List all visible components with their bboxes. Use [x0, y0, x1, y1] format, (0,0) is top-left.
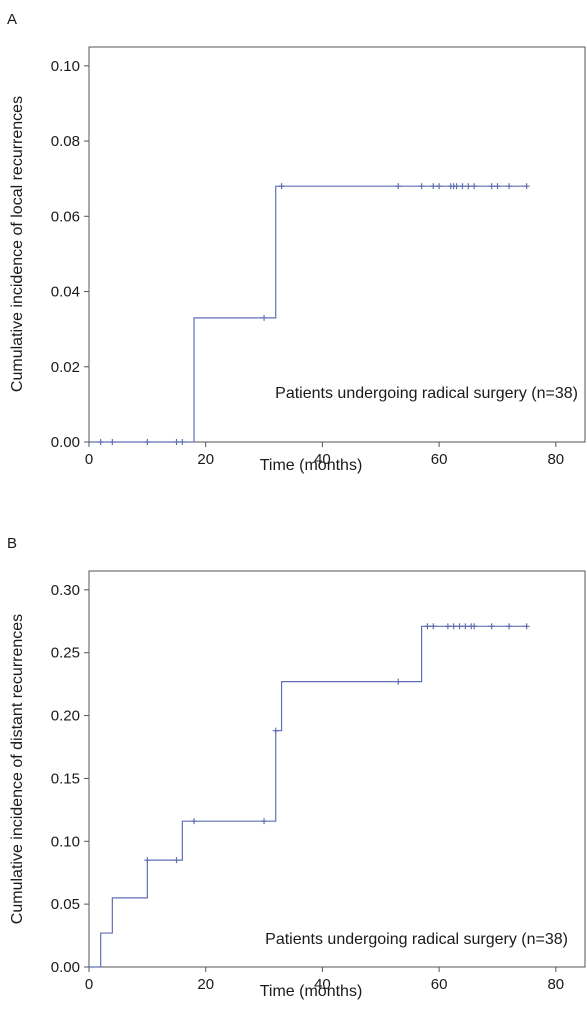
- censor-mark: [97, 439, 104, 445]
- step-line-b: [89, 625, 527, 968]
- series-a: [89, 183, 530, 445]
- y-tick-label: 0.02: [51, 359, 80, 376]
- y-tick-label: 0.05: [51, 896, 80, 913]
- x-tick-label: 40: [314, 976, 331, 993]
- censor-mark: [191, 818, 198, 825]
- censor-mark: [459, 183, 466, 190]
- panel-a: A 0.00 0.02 0.04 0.06 0.08 0.10 0 20 40 60 80 Cum…: [7, 11, 586, 474]
- censor-mark: [436, 183, 443, 190]
- censor-mark: [395, 678, 402, 685]
- x-tick-label: 0: [85, 976, 93, 993]
- censor-mark: [395, 183, 402, 190]
- y-tick-label: 0.06: [51, 208, 80, 225]
- y-tick-label: 0.08: [51, 133, 80, 150]
- x-axis-a: 0 20 40 60 80: [85, 442, 564, 468]
- panel-letter-b: B: [7, 535, 17, 552]
- censor-mark: [278, 183, 285, 190]
- censor-mark: [179, 439, 186, 445]
- censor-mark: [430, 623, 437, 630]
- y-axis-b: 0.00 0.05 0.10 0.15 0.20 0.25 0.30: [51, 582, 89, 976]
- x-tick-label: 20: [197, 976, 214, 993]
- censor-mark: [494, 183, 501, 190]
- censor-mark: [465, 183, 472, 190]
- censor-mark: [424, 623, 431, 630]
- panel-letter-a: A: [7, 11, 17, 28]
- censor-mark: [523, 623, 530, 630]
- y-axis-title-b: Cumulative incidence of distant recurren…: [9, 614, 26, 924]
- y-axis-title-a: Cumulative incidence of local recurrence…: [9, 96, 26, 392]
- y-tick-label: 0.10: [51, 833, 80, 850]
- censor-mark: [462, 623, 469, 630]
- censor-mark: [471, 183, 478, 190]
- x-tick-label: 60: [431, 976, 448, 993]
- censor-mark: [456, 623, 463, 630]
- x-axis-b: 0 20 40 60 80: [85, 967, 564, 993]
- censor-mark: [173, 857, 180, 864]
- censor-mark: [418, 183, 425, 190]
- censor-mark: [453, 183, 460, 190]
- x-tick-label: 60: [431, 451, 448, 468]
- y-tick-label: 0.10: [51, 58, 80, 75]
- censor-mark: [430, 183, 437, 190]
- censor-mark: [444, 623, 451, 630]
- censor-mark: [506, 623, 513, 630]
- y-tick-label: 0.00: [51, 959, 80, 976]
- y-tick-label: 0.30: [51, 582, 80, 599]
- plot-frame-a: [88, 46, 586, 443]
- x-tick-label: 80: [547, 451, 564, 468]
- annotation-b: Patients undergoing radical surgery (n=3…: [265, 931, 568, 948]
- panel-b: B 0.00 0.05 0.10 0.15 0.20 0.25 0.30 0 20 40 60 80…: [7, 535, 586, 1000]
- x-tick-label: 0: [85, 451, 93, 468]
- censor-mark: [272, 727, 279, 734]
- censor-mark: [506, 183, 513, 190]
- y-tick-label: 0.00: [51, 434, 80, 451]
- y-tick-label: 0.25: [51, 645, 80, 662]
- censor-mark: [144, 857, 151, 864]
- x-axis-title-b: Time (months): [260, 983, 363, 1000]
- censor-mark: [450, 623, 457, 630]
- x-tick-label: 80: [547, 976, 564, 993]
- censor-mark: [471, 623, 478, 630]
- x-axis-title-a: Time (months): [260, 457, 363, 474]
- censor-mark: [109, 439, 116, 445]
- annotation-a: Patients undergoing radical surgery (n=3…: [275, 385, 578, 402]
- censor-mark: [261, 818, 268, 825]
- y-tick-label: 0.04: [51, 284, 80, 301]
- censor-mark: [261, 314, 268, 321]
- censor-mark: [144, 439, 151, 445]
- censor-mark: [488, 623, 495, 630]
- censor-mark: [523, 183, 530, 190]
- x-tick-label: 40: [314, 451, 331, 468]
- series-b: [89, 623, 530, 968]
- censor-mark: [488, 183, 495, 190]
- censor-mark: [173, 439, 180, 445]
- x-tick-label: 20: [197, 451, 214, 468]
- plot-frame-b: [88, 570, 586, 968]
- y-tick-label: 0.20: [51, 708, 80, 725]
- y-axis-a: 0.00 0.02 0.04 0.06 0.08 0.10: [51, 58, 89, 451]
- y-tick-label: 0.15: [51, 770, 80, 787]
